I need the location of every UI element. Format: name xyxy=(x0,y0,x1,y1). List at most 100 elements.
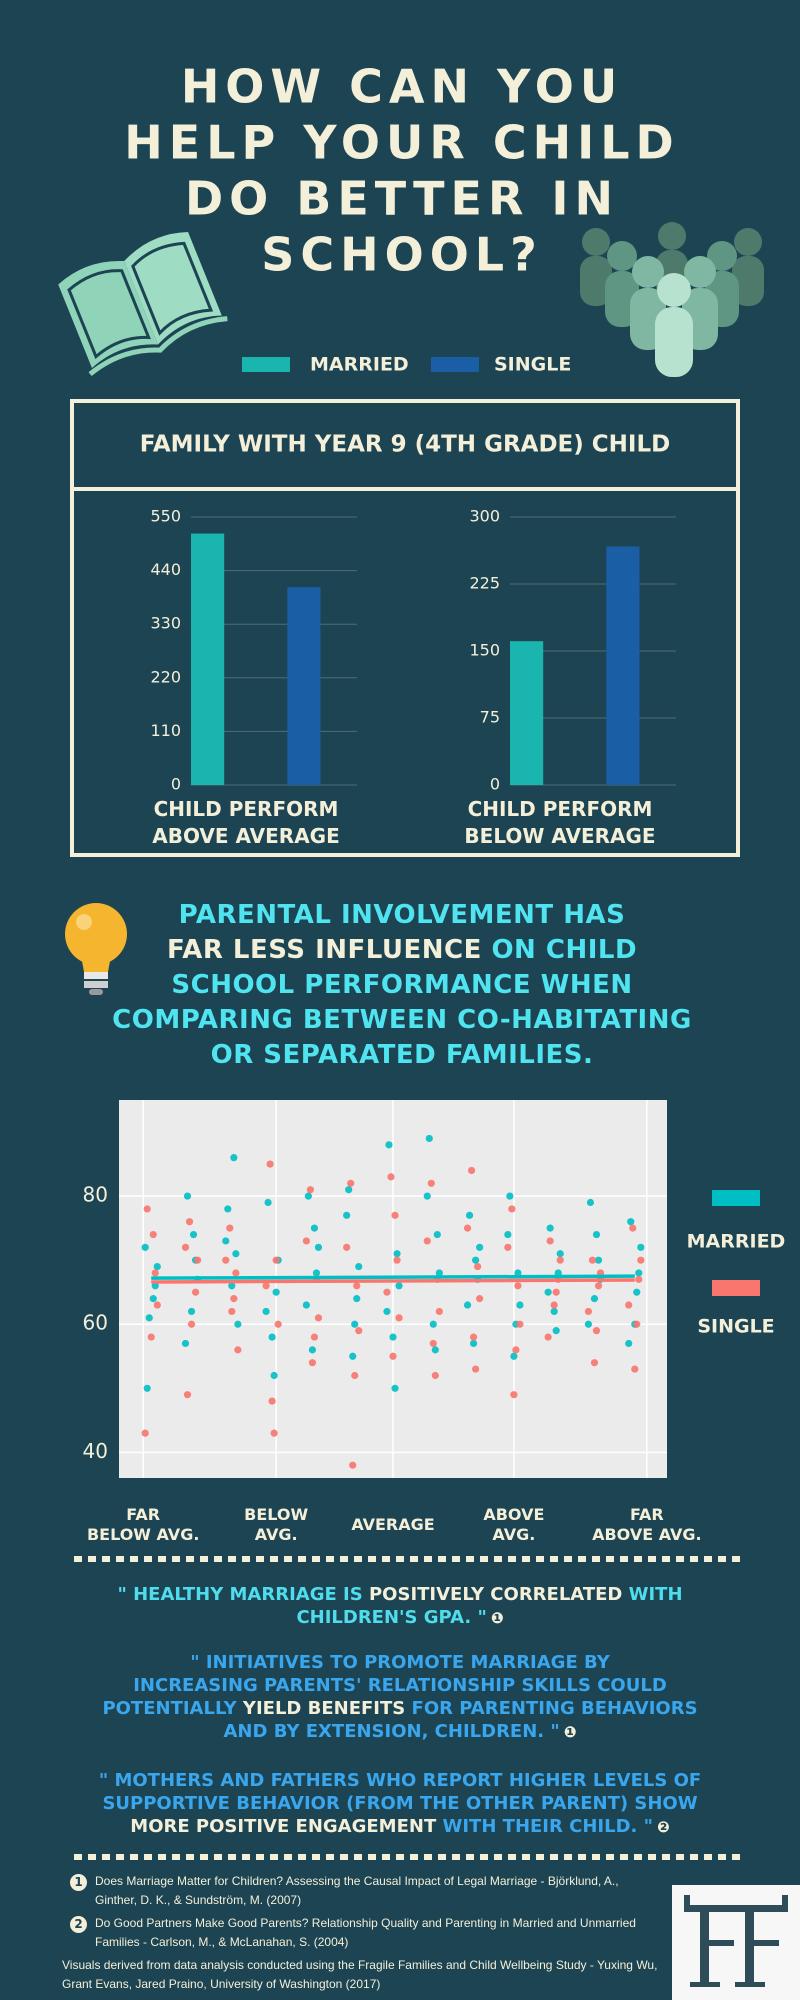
point xyxy=(431,1371,439,1380)
trend-line xyxy=(151,1278,635,1284)
callout-line: FAR LESS INFLUENCE ON CHILD xyxy=(82,933,722,967)
point xyxy=(270,1429,278,1437)
point xyxy=(504,1243,512,1251)
x-tick-text: FAR BELOW AVG. xyxy=(86,1505,200,1544)
x-tick-label: BELOW AVG. xyxy=(196,1500,356,1550)
point xyxy=(351,1320,359,1328)
quote-text: POTENTIALLY xyxy=(102,1698,243,1719)
point xyxy=(355,1327,363,1335)
legend-swatch xyxy=(242,357,290,372)
legend-swatch xyxy=(431,357,479,372)
point xyxy=(546,1224,554,1232)
point xyxy=(556,1250,564,1258)
point xyxy=(463,1224,472,1232)
quote-text: AND BY EXTENSION, CHILDREN. " xyxy=(223,1721,560,1742)
point xyxy=(546,1237,554,1245)
point xyxy=(310,1333,319,1341)
reference-text: Do Good Partners Make Good Parents? Rela… xyxy=(95,1916,636,1949)
point xyxy=(514,1269,522,1277)
y-tick-label: 440 xyxy=(150,560,181,579)
point xyxy=(349,1352,357,1360)
point xyxy=(472,1365,480,1373)
point xyxy=(149,1230,157,1239)
y-tick-label: 110 xyxy=(150,721,181,740)
callout-text: OR SEPARATED FAMILIES. xyxy=(210,1040,594,1070)
point xyxy=(584,1320,593,1328)
point xyxy=(312,1269,321,1277)
x-axis-label: CHILD PERFORM BELOW AVERAGE xyxy=(464,797,656,848)
quote-text: " HEALTHY MARRIAGE IS xyxy=(117,1584,369,1605)
legend-swatch xyxy=(712,1280,760,1296)
point xyxy=(463,1301,472,1309)
point xyxy=(476,1243,484,1251)
quote-text: POSITIVELY CORRELATED xyxy=(368,1584,623,1605)
point xyxy=(389,1333,397,1341)
point xyxy=(153,1262,161,1271)
point xyxy=(343,1243,351,1251)
point xyxy=(594,1256,603,1264)
point xyxy=(395,1314,403,1322)
x-axis-label: CHILD PERFORM ABOVE AVERAGE xyxy=(152,797,340,848)
point xyxy=(349,1461,357,1469)
point xyxy=(516,1301,524,1309)
point xyxy=(147,1333,155,1341)
point xyxy=(469,1339,478,1348)
point xyxy=(314,1314,323,1322)
point xyxy=(262,1307,270,1316)
point xyxy=(506,1192,514,1200)
point xyxy=(389,1352,397,1360)
point xyxy=(425,1134,433,1143)
point xyxy=(635,1269,643,1277)
point xyxy=(183,1391,192,1399)
point xyxy=(465,1211,474,1219)
quote-text: FOR PARENTING BEHAVIORS xyxy=(405,1698,698,1719)
point xyxy=(310,1224,319,1232)
x-tick-text: BELOW AVG. xyxy=(244,1505,309,1544)
point xyxy=(637,1256,645,1264)
reference-number: 2 xyxy=(70,1916,87,1933)
quote-text: WITH THEIR CHILD. " xyxy=(436,1816,654,1837)
quote-line: " MOTHERS AND FATHERS WHO REPORT HIGHER … xyxy=(40,1769,760,1792)
y-tick-label: 225 xyxy=(469,574,500,593)
point xyxy=(272,1288,280,1296)
point xyxy=(306,1186,314,1194)
point xyxy=(343,1211,351,1219)
quote-text: WITH xyxy=(622,1584,683,1605)
footer-text: Visuals derived from data analysis condu… xyxy=(62,1958,658,1991)
point xyxy=(395,1282,403,1290)
point xyxy=(469,1333,478,1341)
y-tick-label: 220 xyxy=(150,667,181,686)
point xyxy=(387,1173,395,1181)
y-tick-label: 0 xyxy=(171,775,181,794)
point xyxy=(508,1205,516,1213)
bulb-icon xyxy=(65,903,127,995)
point xyxy=(550,1301,558,1309)
point xyxy=(476,1295,484,1303)
x-tick-label: ABOVE AVG. xyxy=(434,1500,594,1550)
point xyxy=(308,1359,317,1367)
quote-line: " INITIATIVES TO PROMOTE MARRIAGE BY xyxy=(40,1651,760,1674)
quote-line: AND BY EXTENSION, CHILDREN. " ❶ xyxy=(40,1720,760,1744)
quote-ref: ❷ xyxy=(657,1818,670,1836)
quote-text: CHILDREN'S GPA. " xyxy=(296,1607,487,1628)
point xyxy=(592,1327,601,1335)
legend-label: SINGLE xyxy=(494,354,571,376)
y-tick-label: 300 xyxy=(469,507,500,526)
point xyxy=(189,1230,198,1239)
point xyxy=(584,1307,593,1316)
quote-text: INCREASING PARENTS' RELATIONSHIP SKILLS … xyxy=(133,1675,667,1696)
legend-swatch xyxy=(712,1190,760,1206)
point xyxy=(385,1141,393,1149)
point xyxy=(472,1256,480,1264)
point xyxy=(302,1237,310,1245)
point xyxy=(302,1301,310,1309)
point xyxy=(234,1346,242,1354)
legend-label: MARRIED xyxy=(310,354,409,376)
point xyxy=(222,1237,230,1245)
x-tick-text: FAR ABOVE AVG. xyxy=(592,1505,702,1544)
bar xyxy=(191,533,225,785)
point xyxy=(429,1339,437,1348)
point xyxy=(181,1339,190,1348)
